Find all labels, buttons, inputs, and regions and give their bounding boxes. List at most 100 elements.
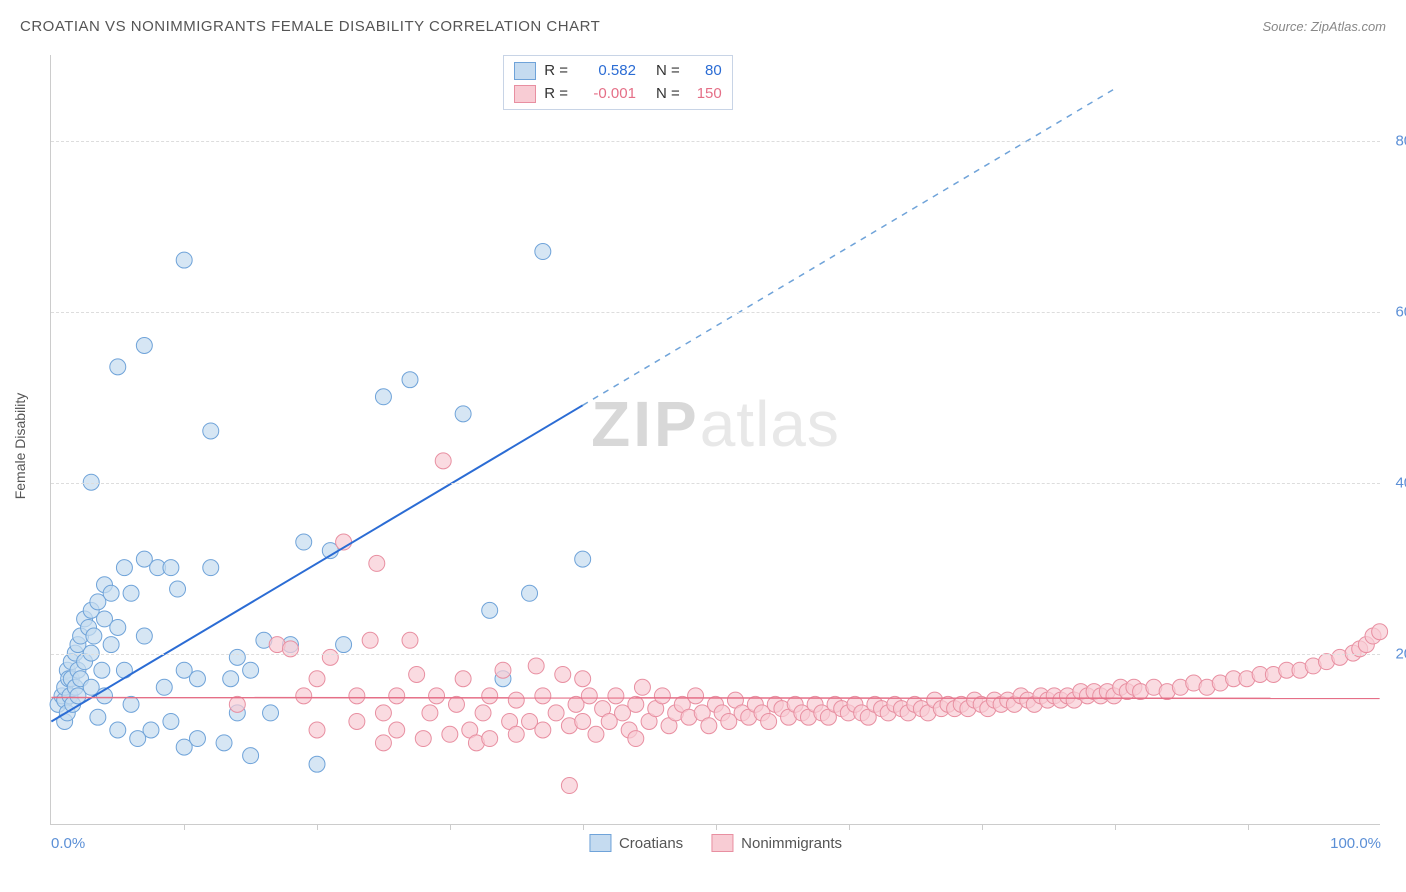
scatter-point [309, 671, 325, 687]
scatter-point [628, 696, 644, 712]
scatter-point [189, 671, 205, 687]
grid-line [51, 141, 1380, 142]
scatter-point [86, 628, 102, 644]
scatter-point [508, 692, 524, 708]
pink-swatch-icon [514, 85, 536, 103]
scatter-point [701, 718, 717, 734]
scatter-point [103, 637, 119, 653]
scatter-point [156, 679, 172, 695]
stats-r-label: R = [544, 83, 568, 106]
grid-line [51, 483, 1380, 484]
scatter-point [475, 705, 491, 721]
scatter-point [535, 244, 551, 260]
scatter-point [123, 696, 139, 712]
scatter-point [495, 662, 511, 678]
pink-swatch-icon [711, 834, 733, 852]
scatter-point [336, 637, 352, 653]
scatter-point [402, 632, 418, 648]
scatter-point [628, 731, 644, 747]
x-tick-mark [849, 824, 850, 830]
trend-line-croatians-extrapolated [583, 89, 1114, 405]
scatter-point [535, 688, 551, 704]
scatter-point [243, 662, 259, 678]
scatter-point [229, 649, 245, 665]
scatter-point [389, 688, 405, 704]
title-bar: CROATIAN VS NONIMMIGRANTS FEMALE DISABIL… [20, 18, 1386, 35]
x-tick-mark [982, 824, 983, 830]
trend-line-nonimmigrants [51, 698, 1379, 699]
scatter-point [581, 688, 597, 704]
scatter-point [455, 406, 471, 422]
scatter-point [634, 679, 650, 695]
legend-item: Nonimmigrants [711, 834, 842, 852]
scatter-point [110, 359, 126, 375]
scatter-point [522, 585, 538, 601]
y-tick-label: 60.0% [1395, 303, 1406, 320]
scatter-point [375, 389, 391, 405]
scatter-point [448, 696, 464, 712]
scatter-point [1372, 624, 1388, 640]
scatter-point [243, 748, 259, 764]
scatter-point [349, 688, 365, 704]
x-tick-mark [184, 824, 185, 830]
scatter-point [508, 726, 524, 742]
scatter-point [362, 632, 378, 648]
y-axis-title: Female Disability [12, 393, 28, 500]
scatter-point [263, 705, 279, 721]
stats-r-label: R = [544, 60, 568, 83]
stats-r-value: 0.582 [576, 60, 636, 83]
scatter-point [422, 705, 438, 721]
scatter-point [435, 453, 451, 469]
scatter-point [402, 372, 418, 388]
x-tick-mark [716, 824, 717, 830]
scatter-point [415, 731, 431, 747]
scatter-point [761, 713, 777, 729]
x-tick-mark [450, 824, 451, 830]
scatter-point [203, 423, 219, 439]
scatter-point [94, 662, 110, 678]
scatter-point [163, 560, 179, 576]
y-tick-label: 80.0% [1395, 132, 1406, 149]
stats-n-label: N = [656, 60, 680, 83]
legend-label: Croatians [619, 835, 683, 852]
scatter-point [296, 534, 312, 550]
scatter-point [608, 688, 624, 704]
scatter-point [575, 671, 591, 687]
scatter-point [216, 735, 232, 751]
scatter-point [103, 585, 119, 601]
source-label: Source: ZipAtlas.com [1262, 19, 1386, 34]
scatter-point [223, 671, 239, 687]
scatter-point [429, 688, 445, 704]
scatter-point [110, 619, 126, 635]
x-tick-label: 100.0% [1330, 835, 1381, 852]
scatter-point [123, 585, 139, 601]
scatter-point [588, 726, 604, 742]
scatter-point [143, 722, 159, 738]
stats-r-value: -0.001 [576, 83, 636, 106]
plot-svg [51, 55, 1380, 824]
x-tick-label: 0.0% [51, 835, 85, 852]
x-tick-mark [1115, 824, 1116, 830]
stats-n-value: 80 [688, 60, 722, 83]
bottom-legend: Croatians Nonimmigrants [589, 834, 842, 852]
scatter-point [409, 666, 425, 682]
stats-n-value: 150 [688, 83, 722, 106]
x-tick-mark [1248, 824, 1249, 830]
scatter-point [369, 555, 385, 571]
scatter-point [575, 551, 591, 567]
chart-container: CROATIAN VS NONIMMIGRANTS FEMALE DISABIL… [0, 0, 1406, 892]
x-tick-mark [317, 824, 318, 830]
stats-row: R = 0.582 N = 80 [514, 60, 722, 83]
scatter-point [176, 252, 192, 268]
grid-line [51, 654, 1380, 655]
x-tick-mark [583, 824, 584, 830]
scatter-point [389, 722, 405, 738]
scatter-point [688, 688, 704, 704]
scatter-point [349, 713, 365, 729]
scatter-point [555, 666, 571, 682]
scatter-point [548, 705, 564, 721]
scatter-point [309, 756, 325, 772]
scatter-point [90, 709, 106, 725]
scatter-point [482, 602, 498, 618]
scatter-point [296, 688, 312, 704]
